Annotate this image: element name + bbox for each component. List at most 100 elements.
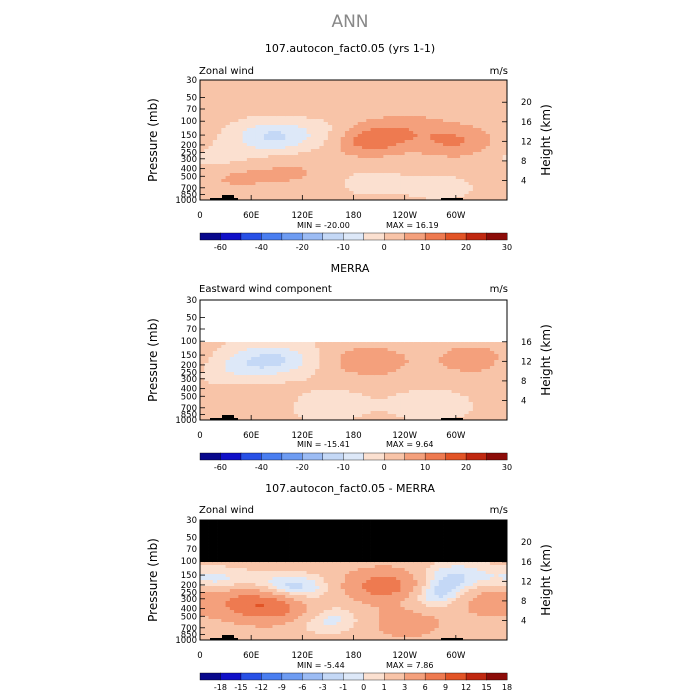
heatmap-cell [438, 89, 444, 93]
heatmap-cell [255, 348, 261, 352]
heatmap-cell [221, 411, 226, 415]
heatmap-cell [434, 107, 440, 111]
heatmap-cell [272, 417, 278, 421]
heatmap-cell [481, 188, 487, 192]
colorbar-label: -10 [337, 243, 350, 252]
heatmap-cell [443, 101, 448, 105]
heatmap-cell [234, 113, 239, 117]
heatmap-cell [204, 161, 209, 165]
heatmap-cell [379, 339, 384, 343]
heatmap-cell [430, 152, 435, 156]
heatmap-cell [481, 155, 487, 159]
heatmap-cell [208, 411, 214, 415]
heatmap-cell [302, 131, 307, 135]
colorbar-swatch [465, 232, 488, 241]
heatmap-cell [310, 80, 316, 84]
heatmap-cell [281, 170, 286, 174]
heatmap-cell [272, 137, 278, 141]
colorbar-swatch [424, 232, 447, 241]
heatmap-cell [379, 191, 384, 195]
heatmap-cell [319, 390, 325, 394]
heatmap-cell [370, 390, 376, 394]
heatmap-cell [225, 369, 231, 373]
heatmap-cell [255, 327, 261, 331]
heatmap-cell [494, 194, 499, 198]
heatmap-cell [251, 125, 256, 129]
heatmap-cell [349, 336, 354, 340]
heatmap-cell [404, 369, 410, 373]
heatmap-cell [259, 339, 265, 343]
heatmap-cell [447, 140, 452, 144]
heatmap-cell [396, 122, 401, 126]
heatmap-cell [366, 405, 371, 409]
heatmap-cell [349, 80, 354, 84]
heatmap-cell [208, 131, 214, 135]
heatmap-cell [413, 357, 418, 361]
heatmap-cell [217, 306, 222, 310]
heatmap-cell [332, 366, 337, 370]
heatmap-cell [327, 188, 333, 192]
heatmap-cell [204, 312, 209, 316]
heatmap-cell [455, 194, 461, 198]
heatmap-cell [251, 345, 256, 349]
heatmap-cell [370, 89, 376, 93]
heatmap-cell [221, 185, 226, 189]
heatmap-cell [200, 128, 205, 132]
heatmap-cell [396, 137, 401, 141]
heatmap-cell [302, 387, 307, 391]
heatmap-cell [272, 185, 278, 189]
heatmap-cell [340, 417, 346, 421]
heatmap-cell [259, 86, 265, 90]
heatmap-cell [204, 146, 209, 150]
heatmap-cell [374, 86, 380, 90]
heatmap-cell [238, 363, 244, 367]
heatmap-cell [285, 336, 290, 340]
heatmap-cell [353, 131, 359, 135]
heatmap-cell [306, 98, 312, 102]
heatmap-cell [408, 92, 414, 96]
heatmap-cell [246, 306, 252, 310]
heatmap-cell [489, 83, 495, 87]
heatmap-cell [349, 131, 354, 135]
heatmap-cell [323, 140, 329, 144]
heatmap-cell [434, 182, 440, 186]
y-tick-label: 850 [181, 190, 197, 200]
heatmap-cell [464, 140, 470, 144]
heatmap-cell [421, 98, 427, 102]
heatmap-cell [212, 327, 218, 331]
heatmap-cell [285, 342, 290, 346]
heatmap-cell [302, 369, 307, 373]
heatmap-cell [387, 414, 393, 418]
heatmap-cell [268, 360, 273, 364]
heatmap-cell [221, 143, 226, 147]
heatmap-cell [455, 185, 461, 189]
heatmap-cell [383, 390, 389, 394]
heatmap-cell [251, 158, 256, 162]
heatmap-cell [332, 113, 337, 117]
heatmap-cell [502, 101, 508, 105]
heatmap-cell [310, 122, 316, 126]
heatmap-cell [362, 339, 367, 343]
heatmap-cell [327, 83, 333, 87]
heatmap-cell [340, 387, 346, 391]
heatmap-cell [400, 375, 406, 379]
heatmap-cell [302, 146, 307, 150]
heatmap-cell [417, 122, 423, 126]
heatmap-cell [306, 170, 312, 174]
heatmap-cell [323, 119, 329, 123]
heatmap-cell [200, 122, 205, 126]
heatmap-cell [400, 306, 406, 310]
heatmap-cell [404, 381, 410, 385]
heatmap-cell [272, 122, 278, 126]
heatmap-cell [263, 378, 269, 382]
heatmap-cell [502, 167, 508, 171]
heatmap-cell [421, 191, 427, 195]
heatmap-cell [238, 405, 244, 409]
heatmap-cell [238, 351, 244, 355]
heatmap-cell [217, 104, 222, 108]
heatmap-cell [413, 354, 418, 358]
heatmap-cell [349, 378, 354, 382]
heatmap-cell [319, 339, 325, 343]
heatmap-cell [374, 330, 380, 334]
colorbar-label: 10 [420, 243, 430, 252]
